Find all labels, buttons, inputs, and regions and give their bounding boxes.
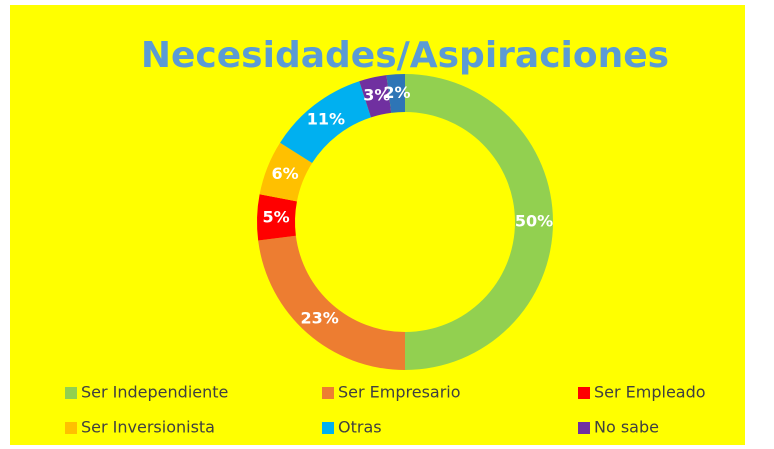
- data-label: 11%: [307, 110, 345, 129]
- donut-slice: [259, 142, 313, 202]
- legend-label: No sabe: [594, 418, 659, 437]
- donut-slice: [386, 74, 405, 113]
- legend-swatch: [578, 422, 590, 434]
- donut-slice: [280, 81, 372, 164]
- data-label: 23%: [301, 308, 339, 327]
- donut-slice: [258, 235, 405, 370]
- legend-swatch: [578, 387, 590, 399]
- data-label: 50%: [515, 212, 553, 231]
- data-label: 5%: [262, 207, 289, 226]
- data-label: 2%: [383, 83, 410, 102]
- chart-title: Necesidades/Aspiraciones: [141, 35, 669, 76]
- legend-swatch: [65, 387, 77, 399]
- legend-swatch: [322, 422, 334, 434]
- legend-label: Ser Empresario: [338, 383, 461, 402]
- legend-label: Ser Empleado: [594, 383, 706, 402]
- legend-label: Ser Independiente: [81, 383, 228, 402]
- legend-label: Otras: [338, 418, 382, 437]
- legend-label: Ser Inversionista: [81, 418, 215, 437]
- legend-swatch: [322, 387, 334, 399]
- donut-slice: [257, 194, 297, 241]
- data-label: 6%: [271, 164, 298, 183]
- legend-swatch: [65, 422, 77, 434]
- donut-slice: [405, 74, 553, 370]
- data-label: 3%: [363, 86, 390, 105]
- donut-slice: [359, 75, 392, 118]
